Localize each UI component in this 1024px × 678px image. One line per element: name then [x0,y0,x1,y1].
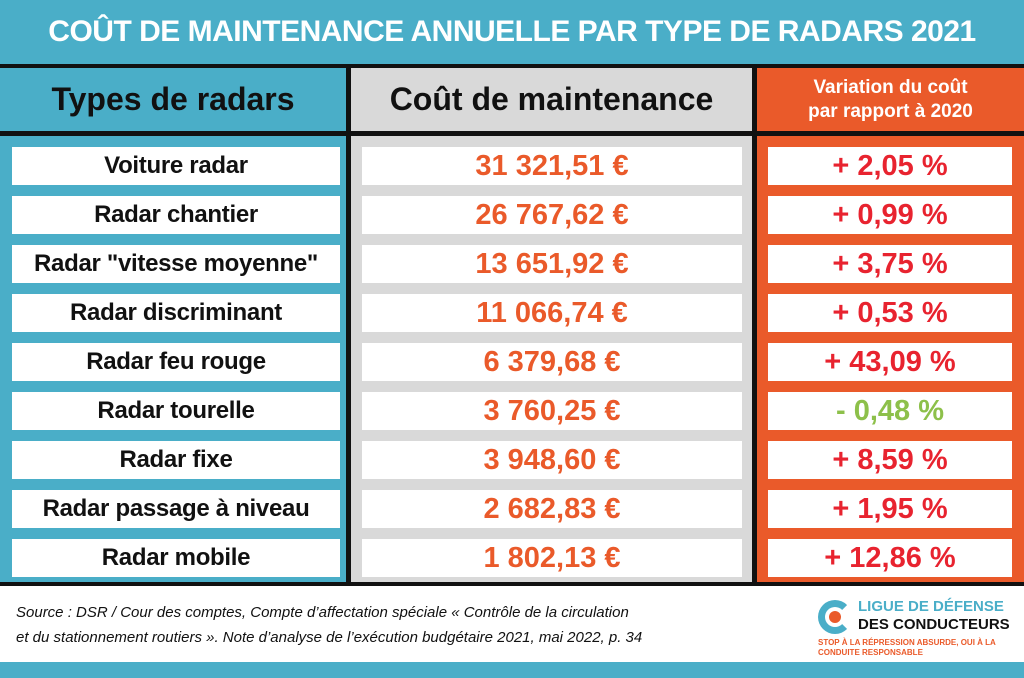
header-variation-line1: Variation du coût [813,76,968,98]
logo-line1: LIGUE DE DÉFENSE [858,598,1004,615]
cost-cell-text: 26 767,62 € [475,198,629,231]
column-types: Types de radars Voiture radar Radar chant… [0,68,346,582]
cost-cell: 31 321,51 € [362,147,742,185]
variation-cell: + 1,95 % [768,490,1012,528]
cost-cell-text: 1 802,13 € [483,541,621,574]
radar-type-cell: Radar feu rouge [12,343,340,381]
logo-tagline: STOP À LA RÉPRESSION ABSURDE, OUI À LA C… [818,638,996,657]
column-cost: Coût de maintenance 31 321,51 € 26 767,62… [351,68,752,582]
radar-type-cell-text: Radar "vitesse moyenne" [34,250,318,277]
source-note: Source : DSR / Cour des comptes, Compte … [16,600,796,650]
variation-cell-text: + 1,95 % [832,492,948,525]
header-variation-line2: par rapport à 2020 [808,100,973,122]
radar-type-cell-text: Radar mobile [101,544,251,571]
cost-cell-text: 13 651,92 € [475,247,629,280]
variation-cell: + 0,99 % [768,196,1012,234]
cost-cell-text: 6 379,68 € [483,345,621,378]
radar-type-cell-text: Radar feu rouge [86,348,266,375]
radar-type-cell-text: Radar fixe [119,446,233,473]
radar-type-cell: Radar "vitesse moyenne" [12,245,340,283]
cost-cell: 13 651,92 € [362,245,742,283]
variation-cell: + 43,09 % [768,343,1012,381]
radar-type-cell-text: Radar chantier [94,201,258,228]
radar-type-cell-text: Radar tourelle [97,397,255,424]
cost-cell: 3 948,60 € [362,441,742,479]
radar-type-cell: Radar passage à niveau [12,490,340,528]
variation-cell: + 3,75 % [768,245,1012,283]
cost-cell: 11 066,74 € [362,294,742,332]
radar-type-cell: Radar chantier [12,196,340,234]
variation-cell: + 12,86 % [768,539,1012,577]
cost-cell-text: 3 760,25 € [483,394,621,427]
column-variation: Variation du coût par rapport à 2020 + 2,… [757,68,1024,582]
cost-cell-text: 3 948,60 € [483,443,621,476]
ldc-logo: LIGUE DE DÉFENSE DES CONDUCTEURS STOP À … [818,598,1018,660]
cost-cell: 1 802,13 € [362,539,742,577]
radar-type-cell-text: Radar discriminant [70,299,282,326]
variation-cell: + 2,05 % [768,147,1012,185]
radar-type-cell: Radar discriminant [12,294,340,332]
variation-cell-text: + 0,99 % [832,198,948,231]
variation-cell-text: + 8,59 % [832,443,948,476]
logo-mark-icon [818,600,852,634]
variation-cell-text: - 0,48 % [836,394,944,427]
radar-type-cell: Radar mobile [12,539,340,577]
cost-cell: 6 379,68 € [362,343,742,381]
cost-cell-text: 11 066,74 € [476,296,628,329]
radar-type-cell: Voiture radar [12,147,340,185]
cost-cell-text: 2 682,83 € [483,492,621,525]
variation-cell-text: + 2,05 % [832,149,948,182]
radar-type-cell-text: Radar passage à niveau [42,495,310,522]
bottom-bar [0,662,1024,678]
variation-cell: + 0,53 % [768,294,1012,332]
header-types: Types de radars [0,68,346,136]
variation-cell: + 8,59 % [768,441,1012,479]
variation-cell-text: + 0,53 % [832,296,948,329]
header-cost: Coût de maintenance [351,68,752,136]
radar-type-cell-text: Voiture radar [104,152,248,179]
variation-cell: - 0,48 % [768,392,1012,430]
cost-cell: 26 767,62 € [362,196,742,234]
cost-table: Types de radars Voiture radar Radar chant… [0,64,1024,586]
variation-cell-text: + 12,86 % [824,541,956,574]
header-variation: Variation du coût par rapport à 2020 [757,68,1024,136]
radar-type-cell: Radar tourelle [12,392,340,430]
source-line1: Source : DSR / Cour des comptes, Compte … [16,604,629,621]
logo-line2: DES CONDUCTEURS [858,616,1010,633]
cost-cell: 3 760,25 € [362,392,742,430]
cost-cell-text: 31 321,51 € [475,149,629,182]
title-text: COÛT DE MAINTENANCE ANNUELLE PAR TYPE DE… [48,15,976,48]
variation-cell-text: + 43,09 % [824,345,956,378]
variation-cell-text: + 3,75 % [832,247,948,280]
radar-type-cell: Radar fixe [12,441,340,479]
source-line2: et du stationnement routiers ». Note d’a… [16,629,643,646]
page-title: COÛT DE MAINTENANCE ANNUELLE PAR TYPE DE… [0,0,1024,64]
cost-cell: 2 682,83 € [362,490,742,528]
